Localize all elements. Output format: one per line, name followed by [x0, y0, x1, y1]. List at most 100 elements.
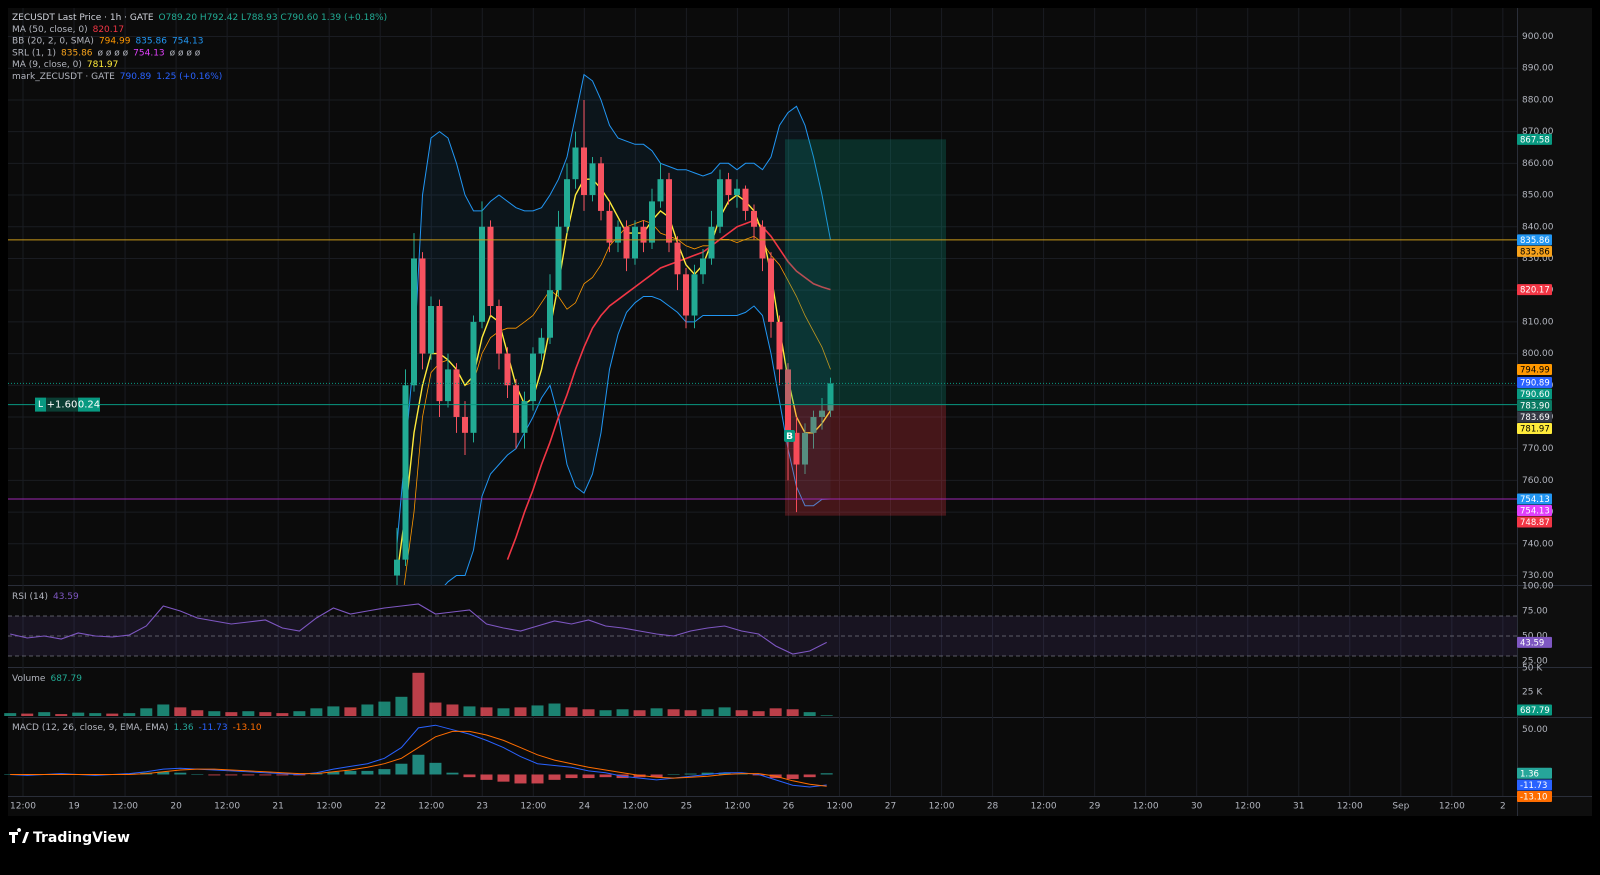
indicator-line — [396, 73, 831, 544]
macd-histogram-bar — [684, 773, 697, 775]
candle-body — [572, 147, 579, 180]
x-tick-label: 12:00 — [418, 802, 444, 812]
x-tick-label: 12:00 — [1337, 802, 1363, 812]
candle-body — [555, 226, 562, 291]
macd-histogram-bar — [803, 774, 816, 778]
y-tick-label: 760.00 — [1522, 476, 1554, 486]
price-tag-box — [1517, 504, 1552, 516]
y-tick-label: 800.00 — [1522, 349, 1554, 359]
volume-bar — [344, 707, 357, 716]
legend-text: 781.97 — [87, 60, 119, 70]
candle-body — [496, 306, 502, 354]
candle-body — [411, 258, 417, 386]
candle-body — [445, 369, 451, 402]
price-tag: 867.58 — [1520, 135, 1550, 145]
candle-body — [513, 385, 519, 433]
volume-bar — [242, 711, 255, 716]
y-tick-label: 25.00 — [1522, 657, 1548, 667]
marker-label: B — [786, 432, 793, 442]
volume-bar — [599, 710, 612, 716]
position-pnl: +1.60 — [47, 400, 78, 411]
volume-bar — [480, 707, 493, 716]
macd-histogram-bar — [412, 754, 425, 775]
price-tag-box — [1517, 493, 1552, 505]
x-tick-label: 22 — [374, 802, 385, 812]
volume-bar — [123, 713, 136, 716]
x-tick-label: 29 — [1089, 802, 1101, 812]
legend-text: MA (9, close, 0) — [12, 60, 82, 70]
y-tick-label: 25 K — [1522, 688, 1543, 698]
macd-histogram-bar — [174, 772, 187, 775]
volume-bar — [157, 704, 170, 716]
candle-body — [742, 188, 749, 211]
legend-text: 794.99 — [99, 36, 131, 46]
candle-body — [402, 385, 409, 560]
x-tick-label: 2 — [1500, 802, 1506, 812]
price-tag: 790.60 — [1520, 390, 1550, 400]
legend-value: 43.59 — [53, 592, 79, 602]
macd-histogram-bar — [463, 774, 476, 778]
macd-histogram-bar — [242, 774, 255, 776]
volume-bar — [259, 712, 272, 716]
volume-bar — [514, 707, 527, 716]
macd-histogram-bar — [208, 774, 221, 776]
candle-body — [802, 432, 808, 465]
volume-bar — [735, 710, 748, 716]
price-tag: 754.13 — [1520, 495, 1550, 505]
candle-body — [453, 369, 460, 417]
price-tag-box — [1517, 516, 1552, 528]
legend-row: SRL (1, 1) 835.86 ø ø ø ø 754.13 ø ø ø ø — [12, 48, 201, 58]
macd-histogram-bar — [259, 774, 272, 776]
price-tag: 781.97 — [1520, 424, 1550, 434]
x-tick-label: 28 — [987, 802, 999, 812]
legend-text: RSI (14) — [12, 592, 48, 602]
volume-bar — [106, 713, 119, 716]
x-tick-label: 26 — [783, 802, 795, 812]
pane-legend: MACD (12, 26, close, 9, EMA, EMA) 1.36 -11… — [12, 723, 262, 733]
candle-body — [598, 163, 604, 211]
macd-histogram-bar — [820, 773, 833, 775]
legend-text: 790.89 — [120, 72, 152, 82]
candle-body — [810, 416, 817, 433]
plot-area — [8, 8, 1517, 816]
candle-body — [785, 369, 791, 433]
volume-bar — [531, 705, 544, 716]
indicator-line — [10, 603, 827, 655]
marker-box — [784, 430, 795, 442]
rsi-band — [8, 616, 1517, 656]
volume-bar — [667, 709, 680, 716]
y-tick-label: 50.00 — [1522, 632, 1548, 642]
candle-body — [564, 179, 570, 227]
volume-bar — [208, 711, 221, 716]
indicator-line — [396, 178, 832, 576]
macd-histogram-bar — [446, 772, 459, 775]
candle-body — [419, 258, 426, 354]
y-tick-label: 770.00 — [1522, 444, 1554, 454]
x-tick-label: 12:00 — [214, 802, 240, 812]
volume-bar — [752, 711, 765, 716]
volume-bar — [310, 708, 323, 716]
position-label: L +1.60 0.24 — [35, 397, 100, 412]
position-qty: 0.24 — [78, 400, 100, 411]
x-tick-label: 12:00 — [520, 802, 546, 812]
legend-text: ø ø ø ø — [98, 48, 129, 58]
y-tick-label: 50 K — [1522, 664, 1543, 674]
target-zone — [785, 139, 946, 405]
volume-bar — [4, 713, 17, 716]
candle-body — [819, 410, 825, 417]
macd-histogram-bar — [701, 772, 714, 775]
volume-tag: 687.79 — [1520, 706, 1550, 716]
indicator-line — [506, 219, 831, 560]
price-tag: 754.13 — [1520, 506, 1550, 516]
legend-text: MACD (12, 26, close, 9, EMA, EMA) — [12, 723, 169, 733]
volume-bar — [89, 713, 102, 716]
macd-histogram-bar — [378, 769, 391, 775]
volume-bar — [361, 704, 374, 716]
price-tag: 783.90 — [1520, 401, 1550, 411]
candle-body — [725, 179, 732, 196]
macd-histogram-bar — [327, 771, 340, 775]
candle-body — [734, 188, 740, 196]
macd-histogram-bar — [718, 772, 731, 775]
